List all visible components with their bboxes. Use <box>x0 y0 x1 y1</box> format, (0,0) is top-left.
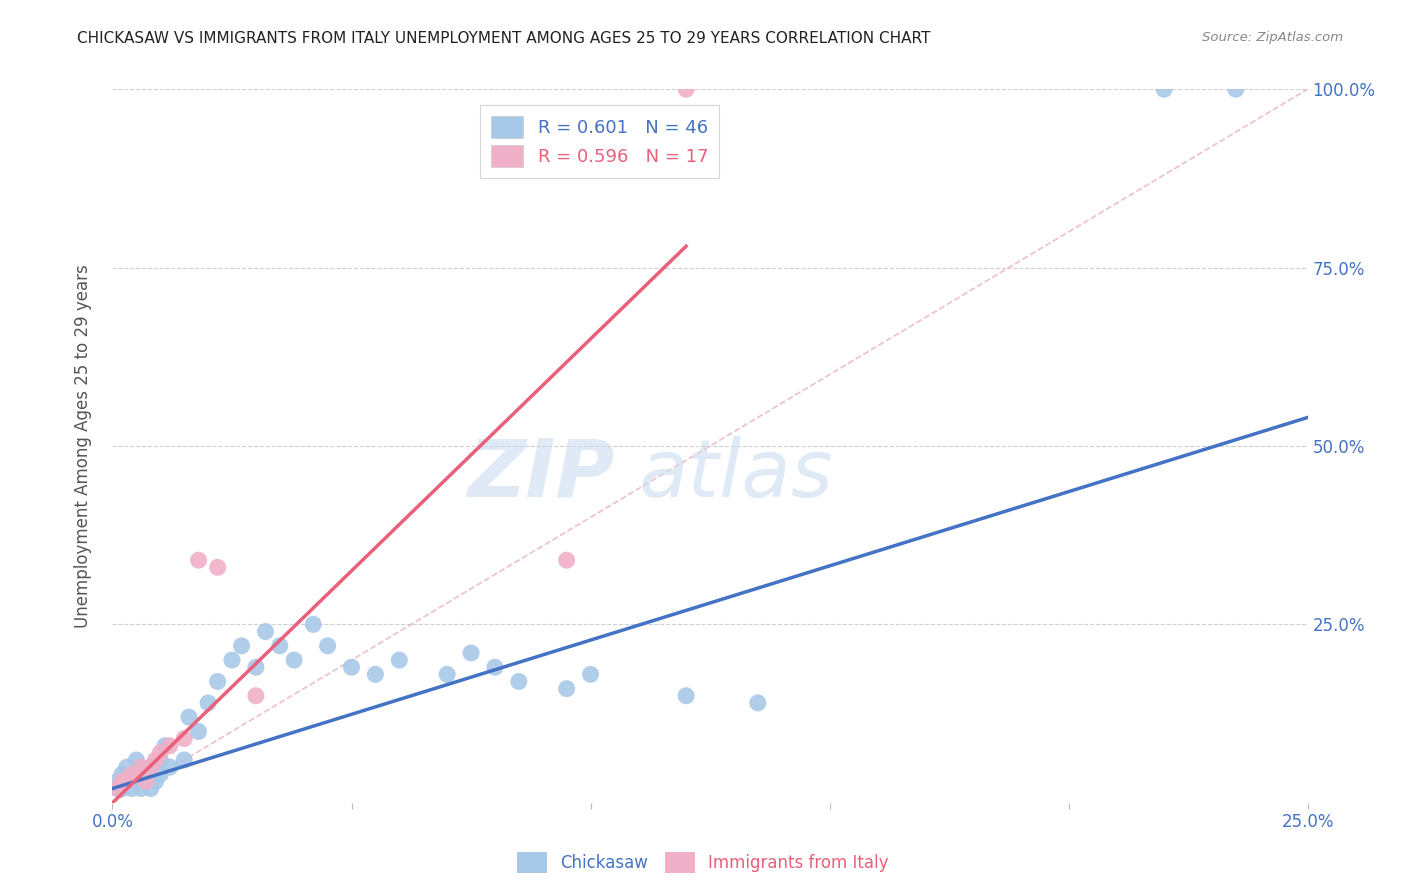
Point <box>139 781 162 796</box>
Point <box>153 739 176 753</box>
Text: Source: ZipAtlas.com: Source: ZipAtlas.com <box>1202 31 1343 45</box>
Point <box>125 767 148 781</box>
Point <box>111 767 134 781</box>
Point <box>115 774 138 789</box>
Point <box>508 674 530 689</box>
Point <box>173 753 195 767</box>
Point <box>111 774 134 789</box>
Point <box>364 667 387 681</box>
Point <box>675 689 697 703</box>
Point <box>125 774 148 789</box>
Text: atlas: atlas <box>638 435 834 514</box>
Point <box>340 660 363 674</box>
Point <box>484 660 506 674</box>
Point <box>149 767 172 781</box>
Point <box>129 767 152 781</box>
Point <box>145 774 167 789</box>
Point <box>269 639 291 653</box>
Point <box>159 739 181 753</box>
Point <box>105 774 128 789</box>
Point <box>121 781 143 796</box>
Point <box>245 660 267 674</box>
Point <box>125 753 148 767</box>
Point <box>579 667 602 681</box>
Point <box>105 781 128 796</box>
Point <box>436 667 458 681</box>
Point <box>388 653 411 667</box>
Legend: R = 0.601   N = 46, R = 0.596   N = 17: R = 0.601 N = 46, R = 0.596 N = 17 <box>479 105 718 178</box>
Point <box>254 624 277 639</box>
Point <box>105 781 128 796</box>
Point <box>129 760 152 774</box>
Point <box>111 781 134 796</box>
Point <box>555 553 578 567</box>
Point <box>121 767 143 781</box>
Point <box>747 696 769 710</box>
Point <box>245 689 267 703</box>
Point <box>221 653 243 667</box>
Point <box>139 760 162 774</box>
Point <box>177 710 200 724</box>
Point <box>302 617 325 632</box>
Point <box>129 781 152 796</box>
Point <box>115 760 138 774</box>
Point <box>135 774 157 789</box>
Point <box>149 746 172 760</box>
Point <box>121 767 143 781</box>
Point <box>187 724 209 739</box>
Point <box>173 731 195 746</box>
Point <box>207 560 229 574</box>
Point <box>555 681 578 696</box>
Point <box>135 774 157 789</box>
Point <box>1225 82 1247 96</box>
Text: CHICKASAW VS IMMIGRANTS FROM ITALY UNEMPLOYMENT AMONG AGES 25 TO 29 YEARS CORREL: CHICKASAW VS IMMIGRANTS FROM ITALY UNEMP… <box>77 31 931 46</box>
Point <box>207 674 229 689</box>
Point <box>149 753 172 767</box>
Point <box>675 82 697 96</box>
Point <box>460 646 482 660</box>
Point <box>197 696 219 710</box>
Point <box>283 653 305 667</box>
Point <box>139 760 162 774</box>
Point <box>187 553 209 567</box>
Y-axis label: Unemployment Among Ages 25 to 29 years: Unemployment Among Ages 25 to 29 years <box>73 264 91 628</box>
Text: ZIP: ZIP <box>467 435 614 514</box>
Point <box>231 639 253 653</box>
Point <box>115 774 138 789</box>
Point <box>316 639 339 653</box>
Point <box>145 753 167 767</box>
Point <box>1153 82 1175 96</box>
Legend: Chickasaw, Immigrants from Italy: Chickasaw, Immigrants from Italy <box>510 846 896 880</box>
Point <box>159 760 181 774</box>
